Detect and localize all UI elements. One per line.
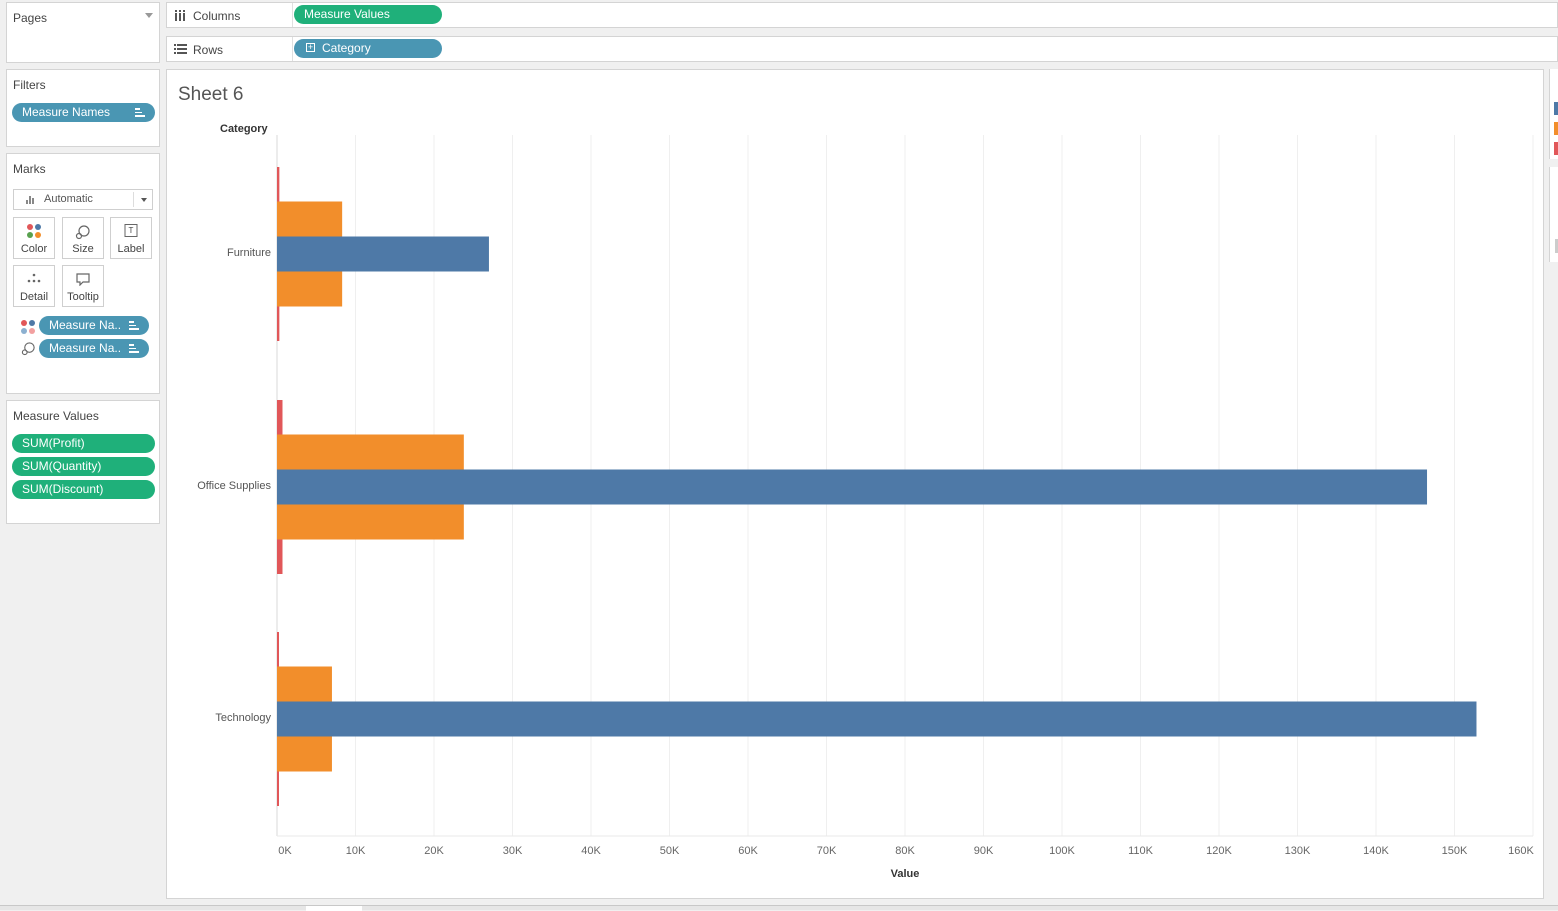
detail-button[interactable]: Detail	[13, 265, 55, 307]
category-label[interactable]: Office Supplies	[197, 480, 271, 492]
legend-swatch-profit[interactable]	[1554, 122, 1558, 135]
color-pill-label: Measure Na..	[49, 318, 122, 332]
marks-title: Marks	[13, 162, 46, 176]
color-pill-measure-names[interactable]: Measure Na..	[39, 316, 149, 335]
sort-icon	[135, 108, 145, 118]
x-tick-label: 110K	[1128, 845, 1153, 857]
filters-card[interactable]: Filters Measure Names	[6, 69, 160, 147]
shelf-divider	[292, 3, 293, 27]
category-label[interactable]: Furniture	[226, 247, 271, 259]
size-pill-label: Measure Na..	[49, 341, 122, 355]
rows-label: Rows	[193, 43, 224, 57]
mark-type-dropdown[interactable]: Automatic	[13, 189, 153, 210]
legend-strip	[1549, 69, 1558, 159]
row-header-category: Category	[220, 123, 268, 135]
x-tick-label: 0K	[278, 845, 292, 857]
sheet-tabs-bar	[0, 905, 1558, 911]
color-icon	[21, 320, 35, 334]
x-tick-label: 70K	[816, 845, 837, 857]
tooltip-button[interactable]: Tooltip	[62, 265, 104, 307]
columns-pill-label: Measure Values	[304, 7, 390, 21]
rows-shelf[interactable]: Rows + Category	[166, 36, 1558, 62]
scroll-handle[interactable]	[1555, 239, 1558, 253]
x-tick-label: 40K	[581, 845, 601, 857]
label-button[interactable]: T Label	[110, 217, 152, 259]
bar-sumquantity-technology[interactable]	[277, 701, 1477, 737]
sort-icon	[129, 321, 139, 331]
filter-pill-label: Measure Names	[22, 105, 111, 119]
x-tick-label: 10K	[345, 845, 366, 857]
x-tick-label: 160K	[1508, 845, 1534, 857]
expand-icon[interactable]: +	[306, 42, 315, 52]
legend-swatch-quantity[interactable]	[1554, 102, 1558, 115]
marks-card[interactable]: Marks Automatic Color Size T Label Detai…	[6, 153, 160, 394]
size-button[interactable]: Size	[62, 217, 104, 259]
x-axis-title: Value	[890, 868, 920, 880]
sheet-view[interactable]: Sheet 6 Category Furniture Office Supplie…	[166, 69, 1544, 899]
label-button-label: Label	[117, 243, 145, 255]
legend-swatch-discount[interactable]	[1554, 142, 1558, 155]
detail-button-label: Detail	[19, 291, 49, 303]
size-icon	[75, 225, 90, 240]
filter-pill-measure-names[interactable]: Measure Names	[12, 103, 155, 122]
rows-icon	[174, 44, 187, 54]
x-tick-label: 120K	[1206, 845, 1232, 857]
measure-pill-label: SUM(Profit)	[22, 436, 85, 450]
measure-pill-quantity[interactable]: SUM(Quantity)	[12, 457, 155, 476]
x-tick-label: 100K	[1049, 845, 1075, 857]
bar-sumquantity-furniture[interactable]	[277, 236, 489, 272]
category-label[interactable]: Technology	[215, 712, 271, 724]
measure-values-title: Measure Values	[13, 409, 99, 423]
tooltip-icon	[76, 273, 90, 286]
color-button-label: Color	[20, 243, 48, 255]
x-tick-label: 150K	[1441, 845, 1468, 857]
x-tick-label: 50K	[659, 845, 680, 857]
x-tick-label: 20K	[424, 845, 444, 857]
size-button-label: Size	[72, 243, 94, 255]
x-tick-label: 80K	[895, 845, 915, 857]
pages-title: Pages	[13, 11, 48, 25]
pages-card[interactable]: Pages	[6, 2, 160, 63]
size-icon	[21, 342, 35, 356]
columns-icon	[175, 10, 187, 21]
x-tick-label: 130K	[1284, 845, 1311, 857]
bar-chart-icon	[26, 196, 36, 204]
filters-title: Filters	[13, 78, 46, 92]
x-tick-label: 60K	[738, 845, 758, 857]
color-icon	[27, 224, 41, 238]
sort-icon	[129, 344, 139, 354]
legend-card	[1549, 167, 1558, 262]
measure-pill-profit[interactable]: SUM(Profit)	[12, 434, 155, 453]
sheet-tab[interactable]	[306, 906, 362, 911]
columns-label: Columns	[193, 9, 241, 23]
text-label-icon: T	[124, 224, 138, 237]
detail-icon	[27, 273, 41, 283]
measure-pill-discount[interactable]: SUM(Discount)	[12, 480, 155, 499]
chevron-down-icon[interactable]	[145, 13, 153, 18]
sheet-title: Sheet 6	[178, 84, 244, 105]
rows-pill-category[interactable]: + Category	[294, 39, 442, 58]
color-button[interactable]: Color	[13, 217, 55, 259]
x-tick-label: 90K	[973, 845, 994, 857]
shelf-divider	[292, 37, 293, 61]
x-tick-label: 140K	[1363, 845, 1389, 857]
bar-chart	[276, 135, 1534, 837]
measure-values-card[interactable]: Measure Values SUM(Profit) SUM(Quantity)…	[6, 400, 160, 524]
tooltip-button-label: Tooltip	[67, 291, 99, 303]
dropdown-divider	[133, 192, 134, 207]
measure-pill-label: SUM(Quantity)	[22, 459, 102, 473]
size-pill-measure-names[interactable]: Measure Na..	[39, 339, 149, 358]
measure-pill-label: SUM(Discount)	[22, 482, 104, 496]
mark-type-value: Automatic	[44, 193, 93, 205]
chevron-down-icon	[141, 198, 147, 202]
bar-sumquantity-office-supplies[interactable]	[277, 469, 1428, 505]
columns-shelf[interactable]: Columns Measure Values	[166, 2, 1558, 28]
x-tick-label: 30K	[502, 845, 523, 857]
rows-pill-label: Category	[322, 41, 371, 55]
columns-pill-measure-values[interactable]: Measure Values	[294, 5, 442, 24]
